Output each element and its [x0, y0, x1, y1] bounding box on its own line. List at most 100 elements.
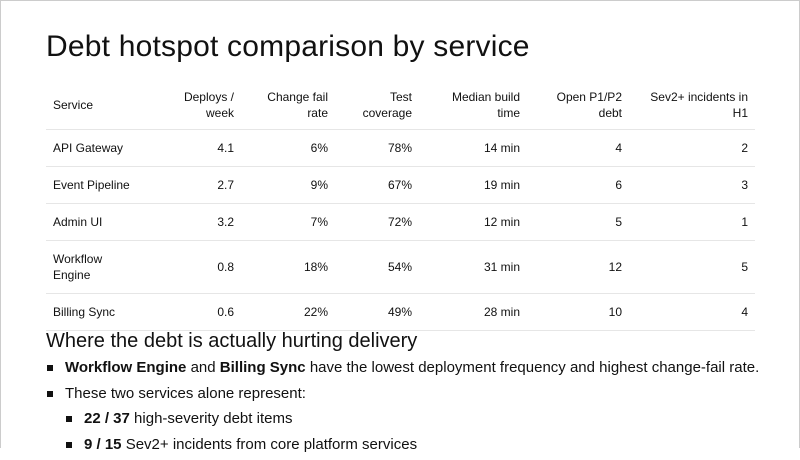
header-text: Test coverage — [357, 89, 412, 121]
bullet-text: These two services alone represent: — [65, 385, 306, 402]
metric-cell: 5 — [527, 204, 629, 241]
cell-text: 7% — [311, 214, 328, 230]
cell-text: 3.2 — [217, 214, 234, 230]
metric-cell: 67% — [335, 167, 419, 204]
metric-cell: 1 — [629, 204, 755, 241]
bullet-bold-text: 22 / 37 — [84, 410, 130, 427]
metric-cell: 10 — [527, 294, 629, 331]
service-cell: Billing Sync — [46, 294, 166, 331]
cell-text: 18% — [304, 259, 328, 275]
cell-text: 67% — [388, 177, 412, 193]
header-text: Open P1/P2 debt — [547, 89, 622, 121]
service-cell: Event Pipeline — [46, 167, 166, 204]
slide-title: Debt hotspot comparison by service — [46, 30, 530, 64]
slide: Debt hotspot comparison by service Servi… — [0, 0, 800, 449]
table-row: API Gateway 4.1 6% 78% 14 min 4 2 — [46, 130, 755, 167]
metric-cell: 49% — [335, 294, 419, 331]
metric-cell: 18% — [241, 241, 335, 294]
bullet-text: and — [191, 359, 216, 376]
cell-text: 14 min — [484, 140, 520, 156]
metric-cell: 2.7 — [166, 167, 241, 204]
cell-text: 54% — [388, 259, 412, 275]
cell-text: 3 — [741, 177, 748, 193]
metric-cell: 14 min — [419, 130, 527, 167]
cell-text: Billing Sync — [53, 304, 115, 320]
table-row: Billing Sync 0.6 22% 49% 28 min 10 4 — [46, 294, 755, 331]
cell-text: 19 min — [484, 177, 520, 193]
cell-text: 4 — [615, 140, 622, 156]
service-cell: Admin UI — [46, 204, 166, 241]
bullet-bold-text: 9 / 15 — [84, 436, 122, 453]
service-cell: Workflow Engine — [46, 241, 166, 294]
metric-cell: 22% — [241, 294, 335, 331]
bullet-text: have the lowest deployment frequency and… — [310, 359, 759, 376]
metric-cell: 4 — [629, 294, 755, 331]
metric-cell: 5 — [629, 241, 755, 294]
service-cell: API Gateway — [46, 130, 166, 167]
metric-cell: 3 — [629, 167, 755, 204]
header-cell: Test coverage — [335, 80, 419, 130]
metric-cell: 0.8 — [166, 241, 241, 294]
metric-cell: 54% — [335, 241, 419, 294]
metric-cell: 9% — [241, 167, 335, 204]
bullet: 9 / 15 Sev2+ incidents from core platfor… — [46, 435, 759, 460]
cell-text: 31 min — [484, 259, 520, 275]
header-cell: Sev2+ incidents in H1 — [629, 80, 755, 130]
header-text: Service — [53, 97, 93, 113]
bullet-text: high-severity debt items — [134, 410, 292, 427]
cell-text: 4 — [741, 304, 748, 320]
cell-text: 0.8 — [217, 259, 234, 275]
metric-cell: 12 — [527, 241, 629, 294]
metric-cell: 72% — [335, 204, 419, 241]
bullet-list: Workflow Engine and Billing Sync have th… — [46, 358, 759, 460]
metric-cell: 31 min — [419, 241, 527, 294]
bullet: These two services alone represent: — [46, 384, 759, 410]
cell-text: 0.6 — [217, 304, 234, 320]
header-cell: Change fail rate — [241, 80, 335, 130]
cell-text: 9% — [311, 177, 328, 193]
cell-text: 5 — [615, 214, 622, 230]
metric-cell: 28 min — [419, 294, 527, 331]
bullet-text: Sev2+ incidents from core platform servi… — [126, 436, 417, 453]
header-cell: Service — [46, 80, 166, 130]
metric-cell: 6 — [527, 167, 629, 204]
bullet-bold-text: Billing Sync — [220, 359, 306, 376]
metric-cell: 0.6 — [166, 294, 241, 331]
metric-cell: 2 — [629, 130, 755, 167]
cell-text: 6 — [615, 177, 622, 193]
metric-cell: 78% — [335, 130, 419, 167]
bullet: Workflow Engine and Billing Sync have th… — [46, 358, 759, 384]
header-text: Deploys / week — [174, 89, 234, 121]
section-title: Where the debt is actually hurting deliv… — [46, 330, 417, 353]
cell-text: 12 — [609, 259, 622, 275]
metric-cell: 6% — [241, 130, 335, 167]
cell-text: 6% — [311, 140, 328, 156]
bullet: 22 / 37 high-severity debt items — [46, 409, 759, 435]
cell-text: 2.7 — [217, 177, 234, 193]
header-cell: Open P1/P2 debt — [527, 80, 629, 130]
header-text: Median build time — [435, 89, 520, 121]
header-row: Service Deploys / week Change fail rate Tes… — [46, 80, 755, 130]
metric-cell: 3.2 — [166, 204, 241, 241]
metric-cell: 4.1 — [166, 130, 241, 167]
comparison-table: Service Deploys / week Change fail rate Tes… — [46, 80, 755, 331]
cell-text: Admin UI — [53, 214, 102, 230]
cell-text: 49% — [388, 304, 412, 320]
cell-text: 4.1 — [217, 140, 234, 156]
header-text: Sev2+ incidents in H1 — [643, 89, 748, 121]
cell-text: 5 — [741, 259, 748, 275]
cell-text: 2 — [741, 140, 748, 156]
cell-text: 28 min — [484, 304, 520, 320]
cell-text: 12 min — [484, 214, 520, 230]
bullet-bold-text: Workflow Engine — [65, 359, 186, 376]
cell-text: 10 — [609, 304, 622, 320]
header-cell: Deploys / week — [166, 80, 241, 130]
metric-cell: 4 — [527, 130, 629, 167]
cell-text: 72% — [388, 214, 412, 230]
cell-text: API Gateway — [53, 140, 123, 156]
header-text: Change fail rate — [258, 89, 328, 121]
metric-cell: 7% — [241, 204, 335, 241]
metric-cell: 19 min — [419, 167, 527, 204]
cell-text: 78% — [388, 140, 412, 156]
